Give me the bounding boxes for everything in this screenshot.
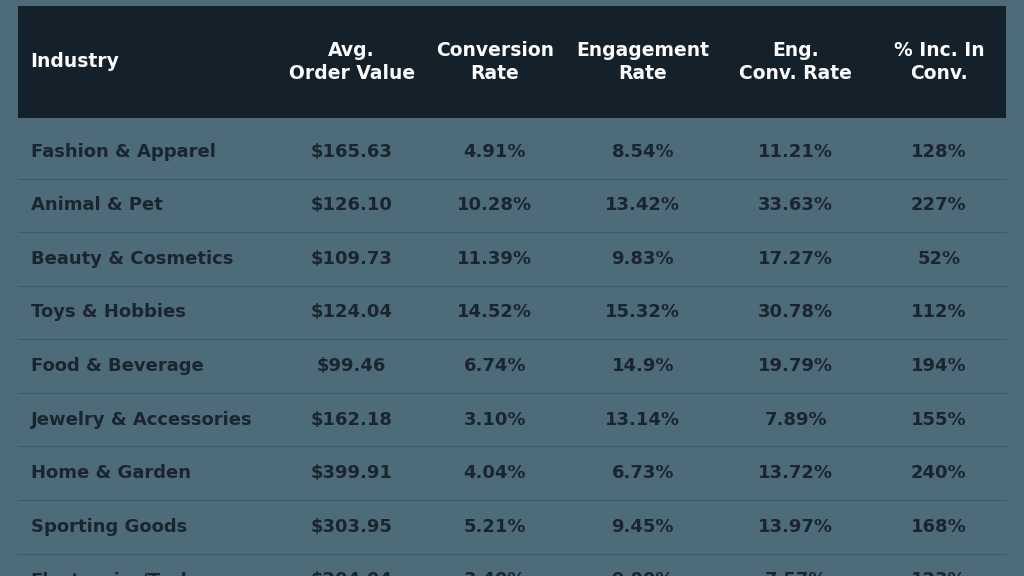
Text: 128%: 128%: [911, 143, 967, 161]
Text: 9.83%: 9.83%: [611, 250, 674, 268]
Text: Sporting Goods: Sporting Goods: [31, 518, 187, 536]
Text: $165.63: $165.63: [310, 143, 392, 161]
Text: Animal & Pet: Animal & Pet: [31, 196, 163, 214]
Text: $99.46: $99.46: [316, 357, 386, 375]
Text: $303.95: $303.95: [310, 518, 392, 536]
Text: 3.10%: 3.10%: [464, 411, 526, 429]
Text: 13.72%: 13.72%: [759, 464, 834, 482]
Text: 155%: 155%: [911, 411, 967, 429]
Text: $126.10: $126.10: [310, 196, 392, 214]
Text: 14.52%: 14.52%: [458, 304, 532, 321]
Text: 4.04%: 4.04%: [464, 464, 526, 482]
Text: 15.32%: 15.32%: [605, 304, 680, 321]
Text: Conversion
Rate: Conversion Rate: [436, 41, 554, 83]
Text: 11.21%: 11.21%: [759, 143, 834, 161]
Text: Home & Garden: Home & Garden: [31, 464, 190, 482]
Text: 17.27%: 17.27%: [759, 250, 834, 268]
Text: 13.97%: 13.97%: [759, 518, 834, 536]
Text: 8.54%: 8.54%: [611, 143, 674, 161]
Text: 14.9%: 14.9%: [611, 357, 674, 375]
Text: Toys & Hobbies: Toys & Hobbies: [31, 304, 185, 321]
Text: 123%: 123%: [911, 571, 967, 576]
Text: 10.28%: 10.28%: [457, 196, 532, 214]
Text: 11.39%: 11.39%: [458, 250, 532, 268]
Text: Eng.
Conv. Rate: Eng. Conv. Rate: [739, 41, 852, 83]
Text: Beauty & Cosmetics: Beauty & Cosmetics: [31, 250, 233, 268]
Text: $162.18: $162.18: [310, 411, 392, 429]
Text: $109.73: $109.73: [310, 250, 392, 268]
Text: $204.04: $204.04: [310, 571, 392, 576]
Text: 3.40%: 3.40%: [464, 571, 526, 576]
FancyBboxPatch shape: [18, 6, 1006, 118]
Text: Avg.
Order Value: Avg. Order Value: [289, 41, 415, 83]
Text: 5.21%: 5.21%: [464, 518, 526, 536]
Text: 4.91%: 4.91%: [464, 143, 526, 161]
Text: 9.45%: 9.45%: [611, 518, 674, 536]
Text: 240%: 240%: [911, 464, 967, 482]
Text: 6.74%: 6.74%: [464, 357, 526, 375]
Text: 30.78%: 30.78%: [758, 304, 834, 321]
Text: 13.14%: 13.14%: [605, 411, 680, 429]
Text: Engagement
Rate: Engagement Rate: [577, 41, 710, 83]
Text: % Inc. In
Conv.: % Inc. In Conv.: [894, 41, 984, 83]
Text: Industry: Industry: [31, 52, 120, 71]
Text: 9.00%: 9.00%: [611, 571, 674, 576]
Text: 112%: 112%: [911, 304, 967, 321]
Text: 19.79%: 19.79%: [759, 357, 834, 375]
Text: 52%: 52%: [918, 250, 961, 268]
Text: 6.73%: 6.73%: [611, 464, 674, 482]
Text: 227%: 227%: [911, 196, 967, 214]
Text: 7.89%: 7.89%: [765, 411, 827, 429]
Text: Fashion & Apparel: Fashion & Apparel: [31, 143, 216, 161]
Text: $399.91: $399.91: [310, 464, 392, 482]
Text: 33.63%: 33.63%: [759, 196, 834, 214]
Text: 168%: 168%: [911, 518, 967, 536]
Text: Jewelry & Accessories: Jewelry & Accessories: [31, 411, 252, 429]
Text: 13.42%: 13.42%: [605, 196, 680, 214]
Text: 194%: 194%: [911, 357, 967, 375]
Text: $124.04: $124.04: [310, 304, 392, 321]
Text: Food & Beverage: Food & Beverage: [31, 357, 204, 375]
Text: 7.57%: 7.57%: [765, 571, 827, 576]
Text: Electronics/Tech: Electronics/Tech: [31, 571, 195, 576]
